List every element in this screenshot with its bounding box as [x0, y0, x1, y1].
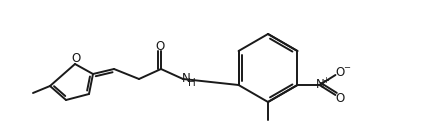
Text: −: −	[343, 64, 350, 72]
Text: N: N	[316, 78, 325, 90]
Text: O: O	[336, 66, 345, 78]
Text: N: N	[181, 72, 190, 84]
Text: O: O	[71, 52, 81, 66]
Text: O: O	[336, 92, 345, 104]
Text: +: +	[322, 75, 329, 84]
Text: O: O	[155, 39, 165, 52]
Text: H: H	[188, 78, 196, 88]
